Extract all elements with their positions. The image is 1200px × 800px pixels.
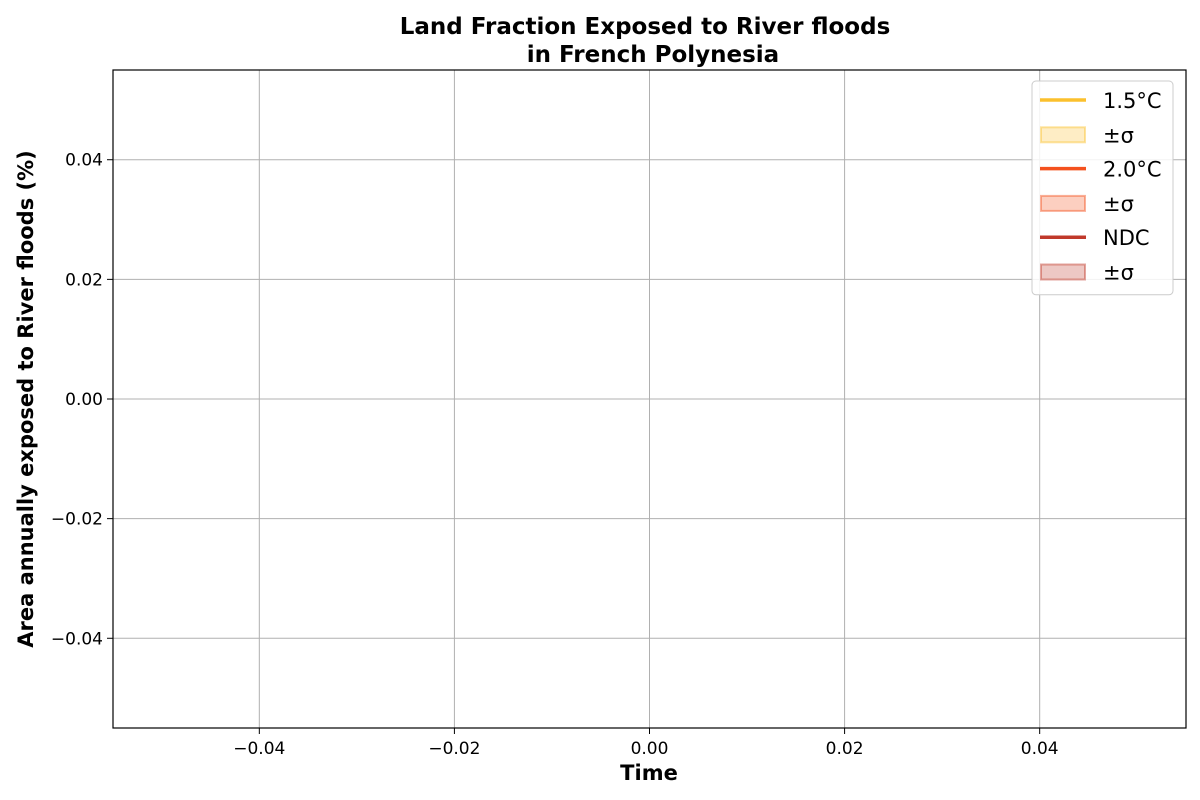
x-axis-label: Time	[620, 761, 678, 785]
chart-title-line-1: Land Fraction Exposed to River floods	[400, 14, 891, 40]
chart-title-line-2: in French Polynesia	[527, 42, 779, 68]
axes-layer: −0.04 −0.02 0.00 0.02 0.04 −0.04 −0.02 0.00 0.02…	[51, 69, 1187, 759]
legend-label: 1.5°C	[1103, 89, 1162, 113]
legend-band-swatch	[1040, 194, 1086, 212]
x-tick-label: 0.04	[1021, 739, 1059, 759]
y-tick-label: −0.04	[51, 629, 103, 649]
x-tick-label: −0.02	[428, 739, 480, 759]
x-tick-label: 0.02	[826, 739, 864, 759]
legend: 1.5°C ±σ 2.0°C ±σ NDC ±σ	[1031, 80, 1174, 296]
x-tick-label: 0.00	[631, 739, 669, 759]
legend-label: 2.0°C	[1103, 158, 1162, 182]
y-tick-label: 0.02	[65, 270, 103, 290]
legend-band-swatch	[1040, 263, 1086, 281]
legend-box	[1031, 80, 1174, 296]
legend-label: ±σ	[1103, 123, 1134, 147]
legend-label: ±σ	[1103, 192, 1134, 216]
x-tick-label: −0.04	[233, 739, 285, 759]
grid-layer	[113, 70, 1186, 728]
y-axis-label: Area annually exposed to River floods (%…	[14, 150, 38, 648]
y-tick-label: 0.00	[65, 390, 103, 410]
legend-label: NDC	[1103, 226, 1150, 250]
legend-band-swatch	[1040, 126, 1086, 144]
y-tick-label: −0.02	[51, 510, 103, 530]
y-tick-label: 0.04	[65, 151, 103, 171]
legend-label: ±σ	[1103, 261, 1134, 285]
